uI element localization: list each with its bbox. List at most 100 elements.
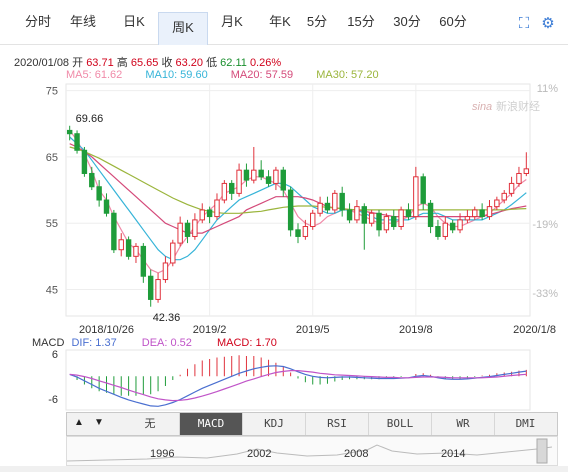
candle-body (324, 202, 331, 211)
right-tick-label: -33% (532, 288, 558, 300)
indicator-bar: 无 MACD KDJ RSI BOLL WR DMI (66, 412, 558, 436)
candle-body (125, 239, 132, 257)
year-2014: 2014 (441, 448, 466, 460)
fullscreen-icon[interactable]: ⛶ (518, 15, 530, 32)
candle-body (435, 226, 441, 237)
low-label: 低 (206, 57, 218, 69)
macd-panel: 6 -6 (48, 349, 531, 411)
candle-body (354, 206, 360, 221)
candle-body (464, 216, 471, 221)
candle-body (295, 229, 301, 237)
candle-body (368, 212, 375, 224)
year-2002: 2002 (247, 448, 272, 460)
change-value: 0.26% (249, 57, 282, 69)
indicator-dmi[interactable]: DMI (515, 417, 536, 430)
tab-niank[interactable]: 年K (269, 14, 291, 29)
candle-body (420, 176, 426, 204)
candle-body (206, 209, 213, 218)
indicator-arrows: ▲ ▼ (66, 412, 120, 434)
tab-zhouk[interactable]: 周K (158, 12, 208, 45)
y-tick-label: 65 (46, 152, 58, 164)
candle-body (501, 192, 507, 201)
candle-body (96, 186, 102, 201)
axis-labels: 75 65 55 45 11% -19% -33% 2018/10/26 2019/2 2019/… (46, 83, 558, 336)
candle-body (332, 192, 338, 211)
year-2008: 2008 (344, 448, 369, 460)
candle-body (516, 172, 522, 184)
dif-label: DIF: 1.37 (71, 337, 117, 349)
indicator-kdj[interactable]: KDJ (243, 413, 306, 435)
candle-body (184, 222, 191, 237)
tab-rik[interactable]: 日K (112, 10, 156, 34)
tab-fenshi[interactable]: 分时 (24, 14, 51, 29)
candle-body (457, 219, 463, 231)
macd-value-label: MACD: 1.70 (216, 337, 277, 349)
candle-body (265, 176, 272, 184)
ma20-label: MA20: 57.59 (230, 69, 294, 81)
macd-y-tick: 6 (52, 349, 58, 361)
candle-body (74, 133, 80, 151)
candle-body (273, 169, 279, 184)
candle-body (89, 172, 95, 188)
dif-line (69, 365, 527, 407)
candle-body (251, 169, 257, 181)
tab-15fen[interactable]: 15分 (347, 14, 375, 29)
candle-body (427, 202, 434, 228)
x-tick-label: 2019/8 (399, 324, 433, 336)
tab-rik-label: 日K (123, 14, 145, 29)
open-label: 开 (72, 57, 84, 69)
candle-body (310, 212, 316, 228)
high-value: 65.65 (130, 57, 159, 69)
tab-nianxian[interactable]: 年线 (69, 14, 96, 29)
tab-5fen[interactable]: 5分 (306, 14, 328, 29)
candle-body (236, 169, 242, 194)
dea-line (69, 370, 527, 402)
candle-body (140, 245, 147, 277)
candle-body (111, 212, 117, 251)
candle-body (147, 275, 154, 300)
indicator-boll[interactable]: BOLL (369, 413, 432, 435)
candle-body (243, 169, 250, 181)
range-overview[interactable] (66, 436, 558, 466)
candle-body (229, 182, 235, 194)
candle-body (479, 209, 485, 218)
ma5-label: MA5: 61.62 (66, 69, 123, 81)
candle-body (258, 169, 264, 178)
candle-body (155, 279, 161, 300)
high-annotation: 69.66 (76, 113, 104, 125)
y-tick-label: 75 (46, 86, 58, 98)
low-annotation: 42.36 (153, 312, 181, 324)
candle-body (486, 206, 493, 218)
macd-legend: MACD DIF: 1.37 DEA: 0.52 MACD: 1.70 (32, 337, 277, 349)
open-value: 63.71 (86, 57, 114, 69)
indicator-none[interactable]: 无 (121, 413, 180, 435)
x-tick-label: 2019/5 (296, 324, 330, 336)
watermark: 新浪财经 (496, 99, 540, 113)
ma30-label: MA30: 57.20 (316, 69, 379, 81)
indicator-wr[interactable]: WR (432, 413, 495, 435)
candle-body (287, 189, 294, 231)
period-tabs: 分时 年线 日K 周K 月K 年K 5分 15分 30分 60分 ⛶ ⚙ (0, 0, 568, 45)
settings-icon[interactable]: ⚙ (541, 15, 555, 32)
bottom-strip (0, 466, 568, 472)
right-tick-label: -19% (532, 219, 558, 231)
high-label: 高 (116, 57, 128, 69)
candle-body (317, 202, 323, 214)
ohlc-info: 2020/01/08 开 63.71 高 65.65 收 63.20 低 62.… (14, 54, 281, 70)
tab-30fen[interactable]: 30分 (393, 14, 421, 29)
candle-body (199, 209, 205, 221)
arrow-down-icon[interactable]: ▼ (94, 417, 104, 428)
candle-body (103, 199, 110, 214)
tab-yuek[interactable]: 月K (221, 14, 243, 29)
indicator-macd[interactable]: MACD (180, 413, 243, 435)
tab-60fen[interactable]: 60分 (439, 14, 467, 29)
year-1996: 1996 (150, 448, 175, 460)
macd-y-tick: -6 (48, 394, 58, 406)
range-handle[interactable] (536, 438, 548, 464)
candle-body (170, 242, 176, 264)
arrow-up-icon[interactable]: ▲ (74, 417, 84, 428)
info-date: 2020/01/08 (14, 57, 70, 69)
candle-body (66, 129, 73, 135)
indicator-rsi[interactable]: RSI (306, 413, 369, 435)
candle-body (449, 222, 456, 231)
